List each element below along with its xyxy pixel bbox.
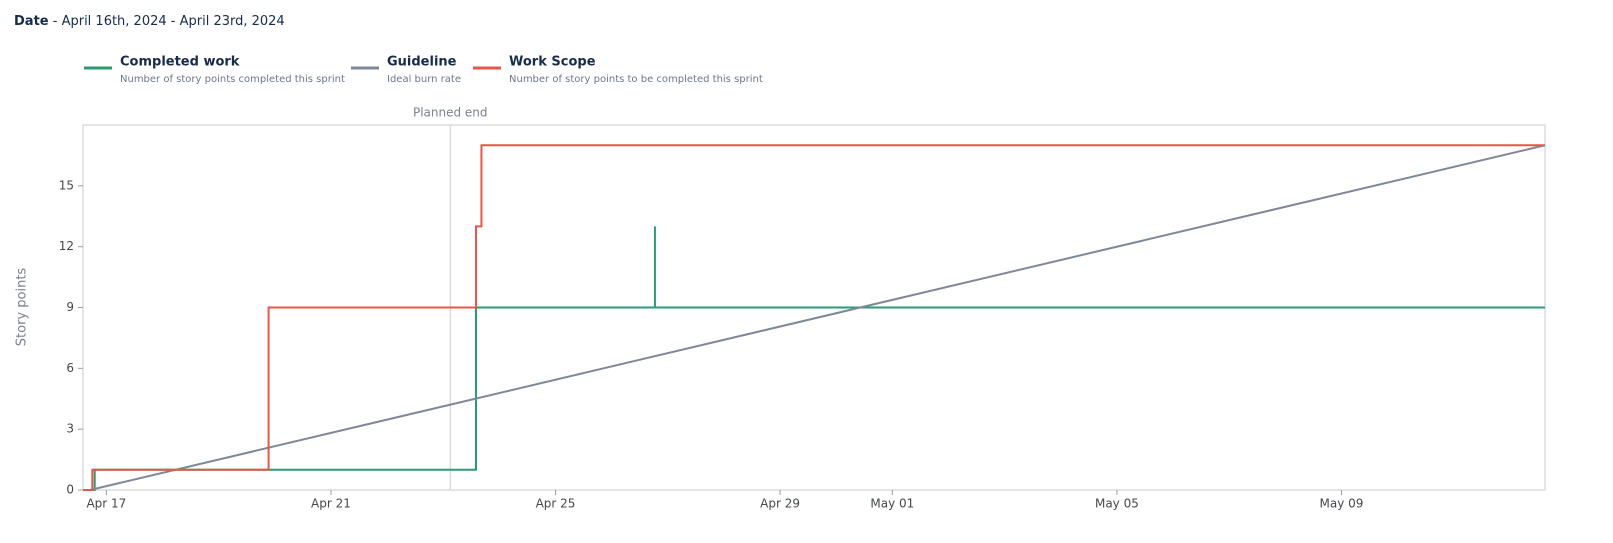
x-tick-label: Apr 29: [760, 497, 800, 511]
header-label: Date: [14, 14, 49, 29]
legend-name: Work Scope: [509, 55, 596, 70]
series-line: [83, 226, 1545, 491]
header: Date - April 16th, 2024 - April 23rd, 20…: [14, 14, 285, 29]
series-line: [89, 144, 1546, 491]
y-axis-label: Story points: [15, 268, 30, 347]
legend-name: Guideline: [387, 55, 457, 70]
header-text: - April 16th, 2024 - April 23rd, 2024: [53, 14, 285, 29]
legend-name: Completed work: [120, 55, 240, 70]
x-tick-label: Apr 25: [536, 497, 576, 511]
y-tick-label: 15: [59, 178, 74, 192]
y-tick-label: 6: [66, 361, 74, 375]
series-line: [83, 144, 1545, 491]
y-tick-label: 9: [66, 300, 74, 314]
x-tick-label: Apr 21: [311, 497, 351, 511]
legend-description: Ideal burn rate: [387, 74, 461, 85]
y-tick-label: 12: [59, 239, 74, 253]
x-tick-label: May 05: [1095, 497, 1139, 511]
x-tick-label: Apr 17: [86, 497, 126, 511]
x-tick-label: May 01: [870, 497, 914, 511]
planned-end-label: Planned end: [413, 106, 488, 120]
y-tick-label: 0: [66, 483, 74, 497]
legend-description: Number of story points to be completed t…: [509, 74, 763, 85]
y-tick-label: 3: [66, 422, 74, 436]
legend-description: Number of story points completed this sp…: [120, 74, 345, 85]
x-tick-label: May 09: [1320, 497, 1364, 511]
